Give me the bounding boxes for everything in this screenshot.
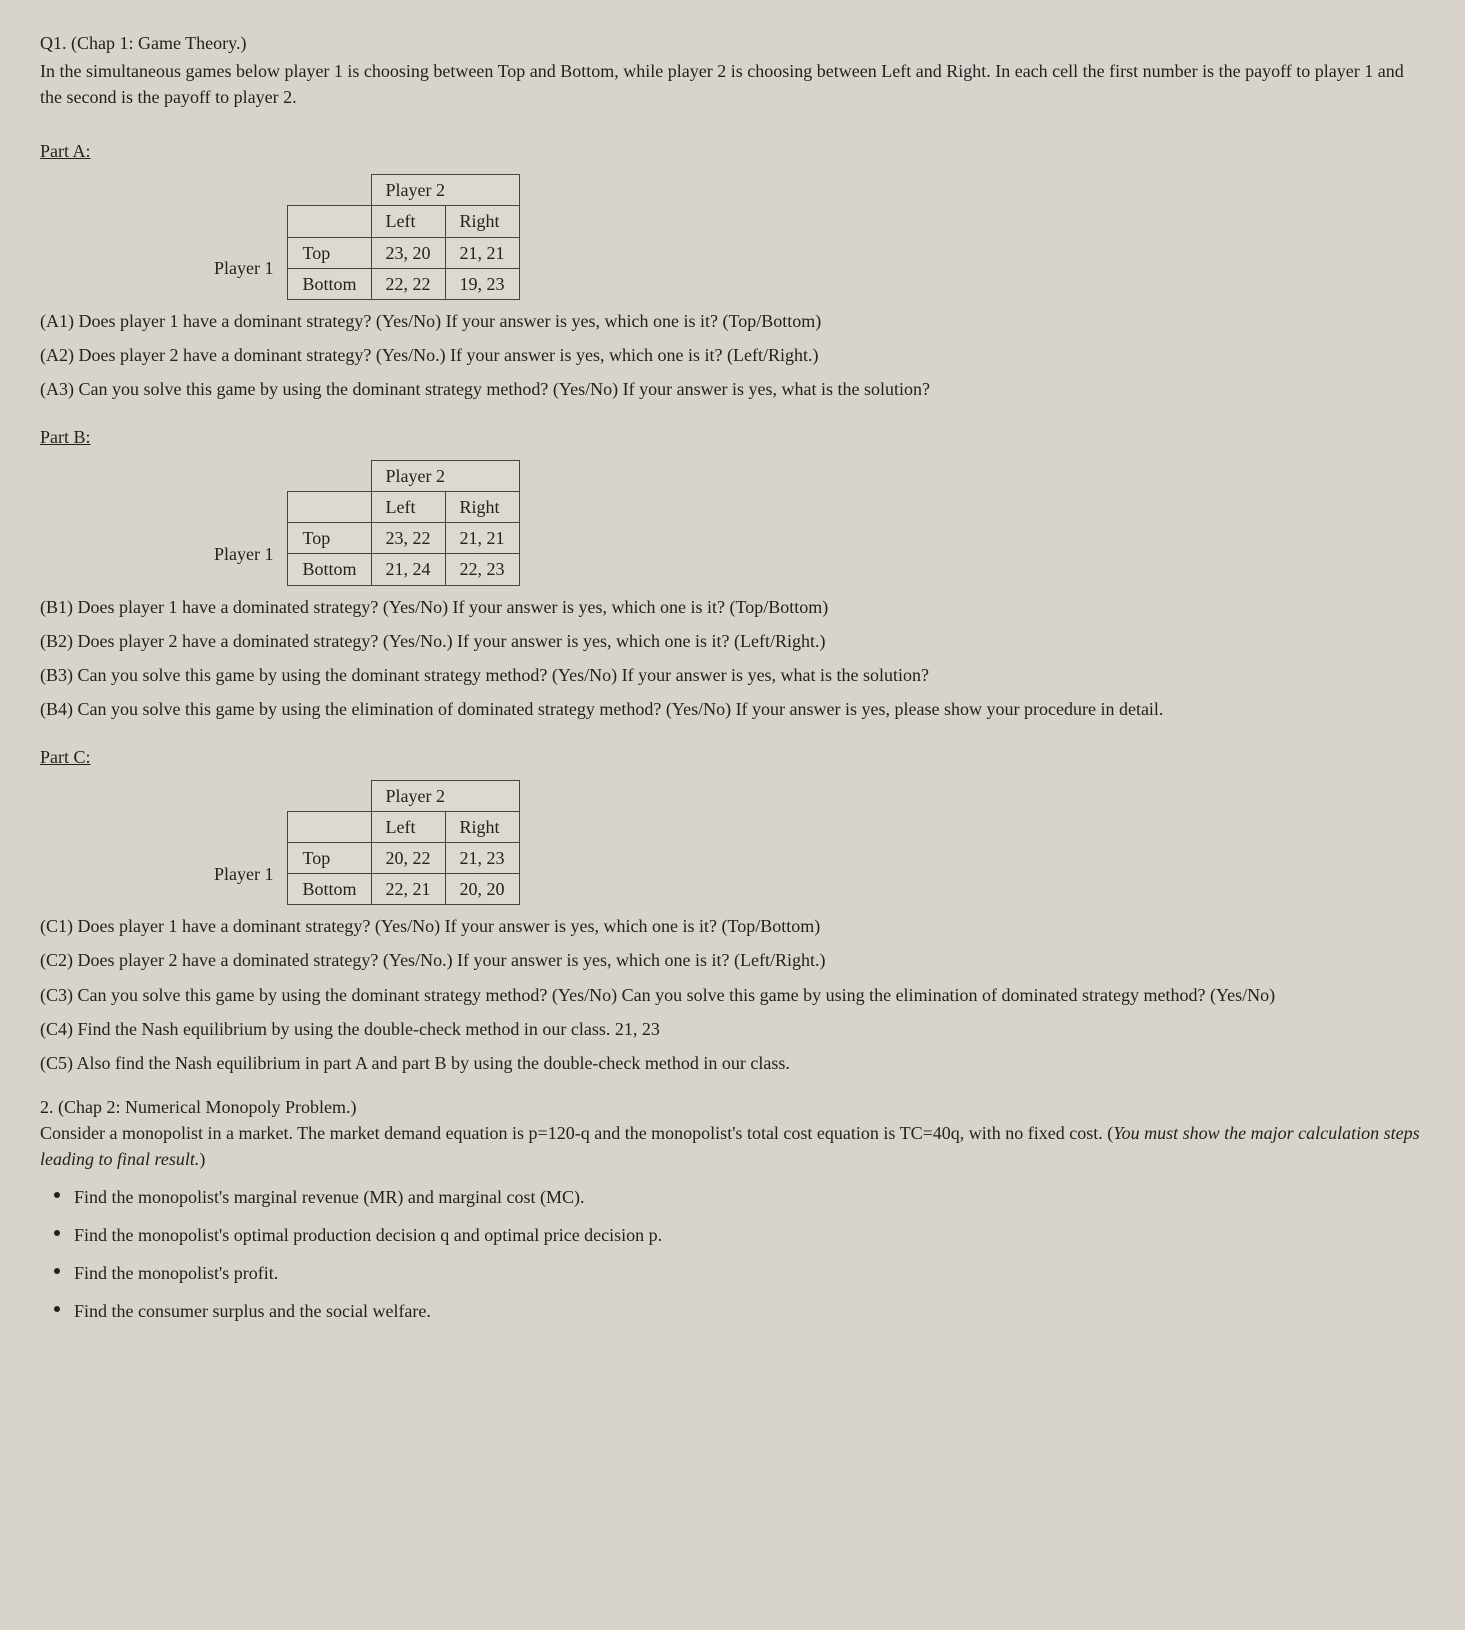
p1-label-c: Player 1: [200, 843, 288, 905]
part-c-label: Part C:: [40, 744, 91, 770]
q-a2: (A2) Does player 2 have a dominant strat…: [40, 342, 1425, 368]
part-b-table: Player 2 Left Right Player 1 Top 23, 22 …: [200, 460, 520, 585]
q-c4: (C4) Find the Nash equilibrium by using …: [40, 1016, 1425, 1042]
row-top-c: Top: [288, 843, 371, 874]
q-a1: (A1) Does player 1 have a dominant strat…: [40, 308, 1425, 334]
row-bottom: Bottom: [288, 268, 371, 299]
cell-top-right-b: 21, 21: [445, 523, 519, 554]
q2-bullets: Find the monopolist's marginal revenue (…: [40, 1184, 1425, 1324]
part-a-table: Player 2 Left Right Player 1 Top 23, 20 …: [200, 174, 520, 299]
cell-bottom-left-b: 21, 24: [371, 554, 445, 585]
q2-bullet-1: Find the monopolist's optimal production…: [74, 1222, 662, 1248]
row-bottom-b: Bottom: [288, 554, 371, 585]
col-right-b: Right: [445, 492, 519, 523]
q2-bullet-3: Find the consumer surplus and the social…: [74, 1298, 431, 1324]
q-b2: (B2) Does player 2 have a dominated stra…: [40, 628, 1425, 654]
q2-intro-a: Consider a monopolist in a market. The m…: [40, 1123, 1113, 1143]
bullet-icon: [54, 1230, 60, 1236]
p2-label-b: Player 2: [371, 461, 519, 492]
p1-label-b: Player 1: [200, 523, 288, 585]
p2-label-c: Player 2: [371, 780, 519, 811]
cell-top-right: 21, 21: [445, 237, 519, 268]
q1-intro: In the simultaneous games below player 1…: [40, 58, 1425, 110]
q-a3: (A3) Can you solve this game by using th…: [40, 376, 1425, 402]
col-left-c: Left: [371, 812, 445, 843]
bullet-icon: [54, 1192, 60, 1198]
cell-bottom-left: 22, 22: [371, 268, 445, 299]
p1-label: Player 1: [200, 237, 288, 299]
part-a-label: Part A:: [40, 138, 91, 164]
row-top-b: Top: [288, 523, 371, 554]
row-top: Top: [288, 237, 371, 268]
cell-bottom-left-c: 22, 21: [371, 874, 445, 905]
q2-intro-c: ): [199, 1149, 205, 1169]
bullet-icon: [54, 1306, 60, 1312]
q2-intro: Consider a monopolist in a market. The m…: [40, 1120, 1425, 1172]
cell-top-left-b: 23, 22: [371, 523, 445, 554]
col-left: Left: [371, 206, 445, 237]
col-right-c: Right: [445, 812, 519, 843]
row-bottom-c: Bottom: [288, 874, 371, 905]
q-b1: (B1) Does player 1 have a dominated stra…: [40, 594, 1425, 620]
part-c-table: Player 2 Left Right Player 1 Top 20, 22 …: [200, 780, 520, 905]
cell-top-right-c: 21, 23: [445, 843, 519, 874]
q-c2: (C2) Does player 2 have a dominated stra…: [40, 947, 1425, 973]
q-b3: (B3) Can you solve this game by using th…: [40, 662, 1425, 688]
part-b-label: Part B:: [40, 424, 91, 450]
q2-bullet-2: Find the monopolist's profit.: [74, 1260, 278, 1286]
cell-bottom-right-b: 22, 23: [445, 554, 519, 585]
p2-label: Player 2: [371, 175, 519, 206]
cell-top-left-c: 20, 22: [371, 843, 445, 874]
q-b4: (B4) Can you solve this game by using th…: [40, 696, 1425, 722]
col-left-b: Left: [371, 492, 445, 523]
q-c5: (C5) Also find the Nash equilibrium in p…: [40, 1050, 1425, 1076]
cell-bottom-right: 19, 23: [445, 268, 519, 299]
q2-title: 2. (Chap 2: Numerical Monopoly Problem.): [40, 1094, 1425, 1120]
q-c3: (C3) Can you solve this game by using th…: [40, 982, 1425, 1008]
cell-top-left: 23, 20: [371, 237, 445, 268]
q-c1: (C1) Does player 1 have a dominant strat…: [40, 913, 1425, 939]
col-right: Right: [445, 206, 519, 237]
q2-bullet-0: Find the monopolist's marginal revenue (…: [74, 1184, 585, 1210]
bullet-icon: [54, 1268, 60, 1274]
cell-bottom-right-c: 20, 20: [445, 874, 519, 905]
q1-title: Q1. (Chap 1: Game Theory.): [40, 30, 1425, 56]
